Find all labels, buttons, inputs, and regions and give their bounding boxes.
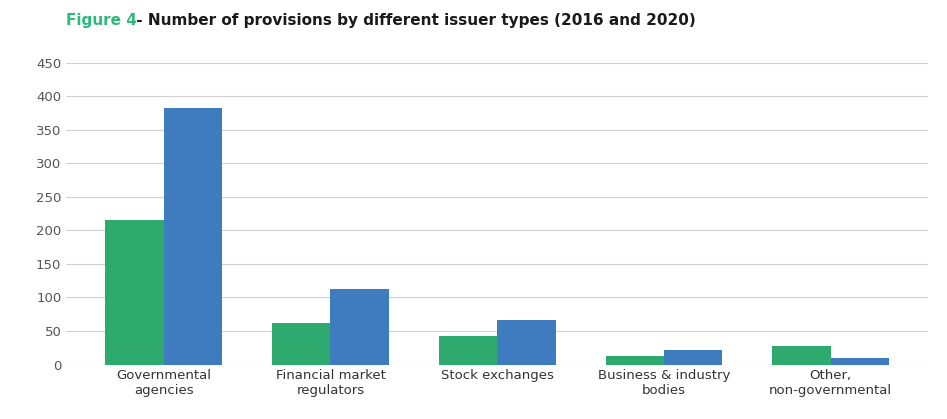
Bar: [331, 290, 389, 365]
Bar: [605, 357, 664, 365]
Bar: [772, 347, 831, 365]
Bar: [438, 336, 497, 365]
Bar: [272, 323, 331, 365]
Bar: [664, 350, 723, 365]
Bar: [497, 320, 556, 365]
Text: Figure 4: Figure 4: [66, 13, 137, 28]
Bar: [164, 108, 223, 365]
Text: - Number of provisions by different issuer types (2016 and 2020): - Number of provisions by different issu…: [131, 13, 695, 28]
Bar: [105, 220, 164, 365]
Bar: [831, 359, 889, 365]
